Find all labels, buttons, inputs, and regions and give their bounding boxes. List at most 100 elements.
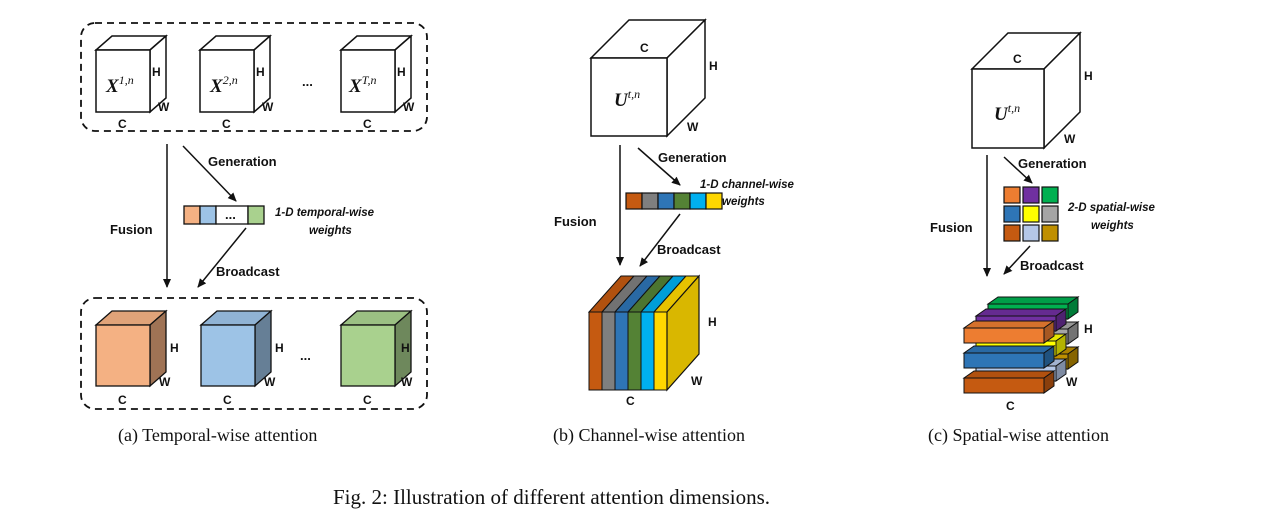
spatial-bar — [963, 377, 1045, 394]
spatial-bar-top — [962, 370, 1056, 379]
panel-temporal: X1,n H W C X2,n H W C ... XT,n H W C — [80, 22, 428, 446]
svg-text:X1,n: X1,n — [105, 73, 134, 97]
dim-h: H — [275, 341, 284, 355]
spatial-weight-cell — [1041, 224, 1059, 242]
weights-label-line1: 2-D spatial-wise — [1067, 202, 1156, 214]
broadcast-arrow — [1003, 245, 1031, 275]
broadcast-arrow — [197, 227, 247, 288]
input-frame-cube-2: X2,n H W C — [198, 34, 274, 131]
broadcast-arrow — [639, 213, 681, 267]
input-symbol: U — [994, 104, 1009, 125]
dim-w: W — [687, 120, 699, 134]
input-frame-superscript: 1,n — [119, 73, 134, 87]
spatial-weight-cell — [1022, 186, 1040, 204]
spatial-output-stack — [962, 296, 1080, 394]
spatial-bar-top — [962, 345, 1056, 354]
output-frame-cube-t: H W C — [339, 309, 413, 407]
spatial-weight-cell — [1022, 224, 1040, 242]
dim-c: C — [223, 393, 232, 407]
dim-h: H — [401, 341, 410, 355]
panel-caption: (b) Channel-wise attention — [553, 425, 745, 446]
channel-weight — [657, 192, 675, 210]
panel-spatial: Ut,n C H W Generation Fusion Broadcast 2… — [928, 31, 1156, 446]
channel-weight — [641, 192, 659, 210]
dim-h: H — [152, 65, 161, 79]
weights-label-line2: weights — [309, 225, 352, 237]
dim-w: W — [159, 375, 171, 389]
channel-slab — [640, 311, 655, 391]
weights-label-line1: 1-D channel-wise — [700, 179, 795, 191]
svg-text:Ut,n: Ut,n — [614, 87, 640, 111]
dim-w: W — [403, 100, 415, 114]
panel-caption: (a) Temporal-wise attention — [118, 425, 317, 446]
spatial-weight-cell — [1041, 186, 1059, 204]
dim-w: W — [264, 375, 276, 389]
dim-w: W — [1066, 375, 1078, 389]
temporal-weights-bar: ... — [183, 205, 265, 225]
broadcast-label: Broadcast — [657, 242, 721, 257]
input-frames-group-box — [80, 22, 428, 132]
spatial-weight-cell — [1022, 205, 1040, 223]
dim-c: C — [118, 117, 127, 131]
channel-output-cube — [587, 274, 701, 392]
generation-label: Generation — [208, 154, 277, 169]
channel-weight — [689, 192, 707, 210]
input-frame-symbol: X — [209, 76, 224, 97]
dim-c: C — [118, 393, 127, 407]
dim-h: H — [397, 65, 406, 79]
input-frame-cube-1: X1,n H W C — [94, 34, 170, 131]
input-frame-symbol: X — [105, 76, 120, 97]
dim-c: C — [363, 393, 372, 407]
spatial-weight-cell — [1041, 205, 1059, 223]
generation-label: Generation — [658, 150, 727, 165]
spatial-bar-top — [986, 296, 1080, 305]
svg-text:X2,n: X2,n — [209, 73, 238, 97]
spatial-weights-grid — [1003, 186, 1059, 242]
channel-weight — [673, 192, 691, 210]
dim-c: C — [363, 117, 372, 131]
weights-label-line2: weights — [722, 196, 765, 208]
dim-w: W — [158, 100, 170, 114]
frames-ellipsis: ... — [302, 74, 313, 89]
channel-slab — [588, 311, 603, 391]
dim-h: H — [708, 315, 717, 329]
generation-label: Generation — [1018, 156, 1087, 171]
spatial-bar-top — [974, 308, 1068, 317]
weights-ellipsis: ... — [225, 207, 236, 222]
generation-arrow — [637, 147, 681, 186]
broadcast-label: Broadcast — [216, 264, 280, 279]
generation-arrow — [182, 145, 237, 202]
weights-label-line1: 1-D temporal-wise — [275, 207, 375, 219]
dim-c: C — [1013, 52, 1022, 66]
dim-c: C — [640, 41, 649, 55]
dim-h: H — [709, 59, 718, 73]
spatial-bar — [963, 352, 1045, 369]
output-frame-cube-2: H W C — [199, 309, 284, 407]
channel-input-cube: Ut,n C H W — [589, 18, 718, 138]
channel-slab — [601, 311, 616, 391]
spatial-weight-cell — [1003, 205, 1021, 223]
dim-w: W — [401, 375, 413, 389]
fusion-label: Fusion — [554, 214, 597, 229]
spatial-weight-cell — [1003, 186, 1021, 204]
svg-text:Ut,n: Ut,n — [994, 101, 1020, 125]
spatial-input-cube: Ut,n C H W — [970, 31, 1093, 150]
input-frame-superscript: 2,n — [223, 73, 238, 87]
generation-arrow — [1003, 156, 1033, 184]
temporal-weight-t — [247, 205, 265, 225]
figure-caption: Fig. 2: Illustration of different attent… — [333, 485, 770, 509]
panel-channel: Ut,n C H W Generation Fusion Broadcast 1… — [553, 18, 795, 446]
output-frames-group-box — [80, 297, 428, 410]
input-superscript: t,n — [628, 87, 640, 101]
broadcast-label: Broadcast — [1020, 258, 1084, 273]
dim-h: H — [1084, 69, 1093, 83]
channel-slab — [614, 311, 629, 391]
temporal-weight-1 — [183, 205, 201, 225]
panel-caption: (c) Spatial-wise attention — [928, 425, 1109, 446]
fusion-label: Fusion — [930, 220, 973, 235]
dim-h: H — [170, 341, 179, 355]
dim-w: W — [262, 100, 274, 114]
svg-text:XT,n: XT,n — [348, 73, 376, 97]
spatial-bar — [963, 327, 1045, 344]
